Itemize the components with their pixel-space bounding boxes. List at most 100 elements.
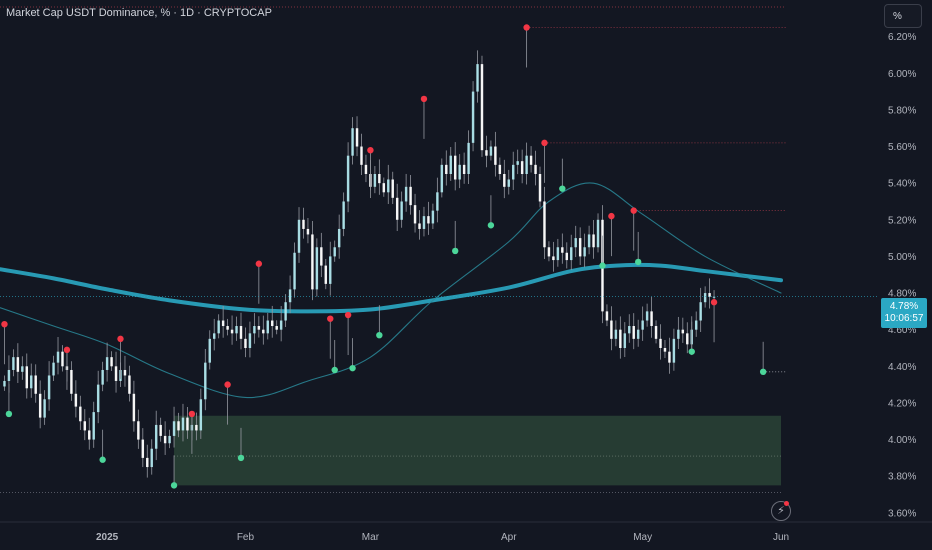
candle-body [440, 164, 444, 193]
candle-body [382, 183, 386, 193]
current-price-value: 4.78% [889, 301, 919, 312]
candle-body [244, 338, 247, 348]
candle-body [177, 421, 180, 431]
candle-body [248, 333, 252, 348]
candle-body [498, 164, 502, 174]
candle-body [195, 424, 198, 431]
candle-body [663, 348, 667, 352]
chart-title: Market Cap USDT Dominance, % · 1D · CRYP… [6, 7, 272, 19]
candle-body [520, 161, 524, 174]
candle-body [641, 320, 644, 330]
pivot-high-marker [327, 315, 334, 322]
candle-body [52, 362, 55, 376]
pivot-high-marker [117, 335, 124, 343]
level-lines-layer [0, 6, 786, 373]
pivot-high-marker [63, 346, 71, 354]
y-tick-label: 5.80% [888, 105, 916, 116]
candle-body [628, 326, 631, 334]
candle-body [681, 329, 685, 334]
candle-body [88, 430, 91, 440]
candle-body [217, 320, 220, 334]
candle-body [512, 164, 515, 180]
x-tick-label: Mar [362, 532, 380, 543]
x-tick-label: 2025 [96, 532, 119, 543]
y-tick-label: 3.60% [888, 508, 916, 519]
pivot-high-marker [188, 410, 196, 418]
candle-body [204, 362, 207, 400]
candle-body [355, 128, 359, 147]
current-price-tag: 4.78% 10:06:57 [881, 298, 927, 328]
pivot-low-marker [376, 331, 383, 339]
candle-body [458, 164, 461, 180]
candle-body [552, 256, 555, 261]
y-tick-label: 5.00% [888, 252, 916, 263]
candle-body [404, 186, 408, 202]
y-axis: 6.20% 6.00% 5.80% 5.60% 5.40% 5.20% 5.00% 4.80%… [888, 32, 916, 519]
candle-body [583, 247, 586, 257]
y-tick-label: 4.40% [888, 362, 916, 373]
candle-body [288, 289, 292, 303]
pivot-high-marker [710, 299, 718, 306]
x-tick-label: May [633, 532, 652, 543]
candle-body [70, 369, 73, 394]
candle-body [47, 375, 51, 400]
candle-body [172, 421, 176, 436]
candle-body [650, 311, 653, 327]
candle-body [92, 412, 95, 440]
candle-body [141, 439, 145, 458]
pivot-low-marker [452, 247, 459, 255]
candle-body [516, 161, 519, 165]
candle-body [436, 192, 439, 211]
candle-body [574, 238, 577, 248]
candle-body [565, 252, 569, 261]
candle-body [34, 375, 37, 394]
y-tick-label: 4.60% [888, 325, 916, 336]
candle-body [445, 164, 448, 174]
candle-body [534, 164, 537, 174]
candle-body [123, 369, 127, 376]
demand-zone [174, 415, 782, 486]
candle-body [329, 256, 332, 284]
candle-body [83, 421, 87, 431]
candle-body [56, 351, 60, 363]
x-tick-label: Apr [501, 532, 517, 543]
pivot-high-marker [1, 320, 8, 328]
candle-body [324, 265, 328, 284]
candle-body [360, 146, 363, 165]
candle-body [208, 338, 211, 363]
candle-body [364, 164, 368, 174]
candle-body [699, 302, 702, 321]
candle-body [605, 311, 609, 321]
candle-body [654, 326, 658, 339]
candle-body [712, 296, 716, 298]
pivot-low-marker [349, 364, 356, 372]
candle-body [12, 357, 15, 370]
x-axis: 2025 Feb Mar Apr May Jun [96, 532, 789, 543]
candle-body [79, 406, 82, 422]
candle-body [623, 333, 627, 348]
candle-body [137, 421, 140, 440]
candle-body [320, 247, 323, 266]
pivot-low-marker [559, 185, 566, 192]
lightning-icon[interactable]: ⚡ [771, 501, 791, 521]
pivot-high-marker [344, 311, 352, 319]
pivot-high-marker [630, 207, 637, 214]
candle-body [395, 197, 399, 220]
candle-body [132, 393, 136, 422]
candle-body [38, 393, 42, 418]
candle-body [146, 457, 149, 468]
candle-body [391, 179, 394, 198]
percent-unit-button[interactable]: % [884, 4, 922, 28]
y-tick-label: 5.60% [888, 142, 916, 153]
candle-body [668, 351, 671, 363]
candle-body [453, 155, 457, 180]
pivot-high-marker [224, 381, 231, 388]
candle-body [333, 247, 336, 257]
pivot-high-marker [608, 212, 615, 220]
candle-body [271, 320, 274, 327]
candle-body [351, 128, 354, 156]
pivot-high-marker [541, 139, 548, 147]
candle-body [476, 64, 479, 92]
candle-body [471, 91, 475, 143]
